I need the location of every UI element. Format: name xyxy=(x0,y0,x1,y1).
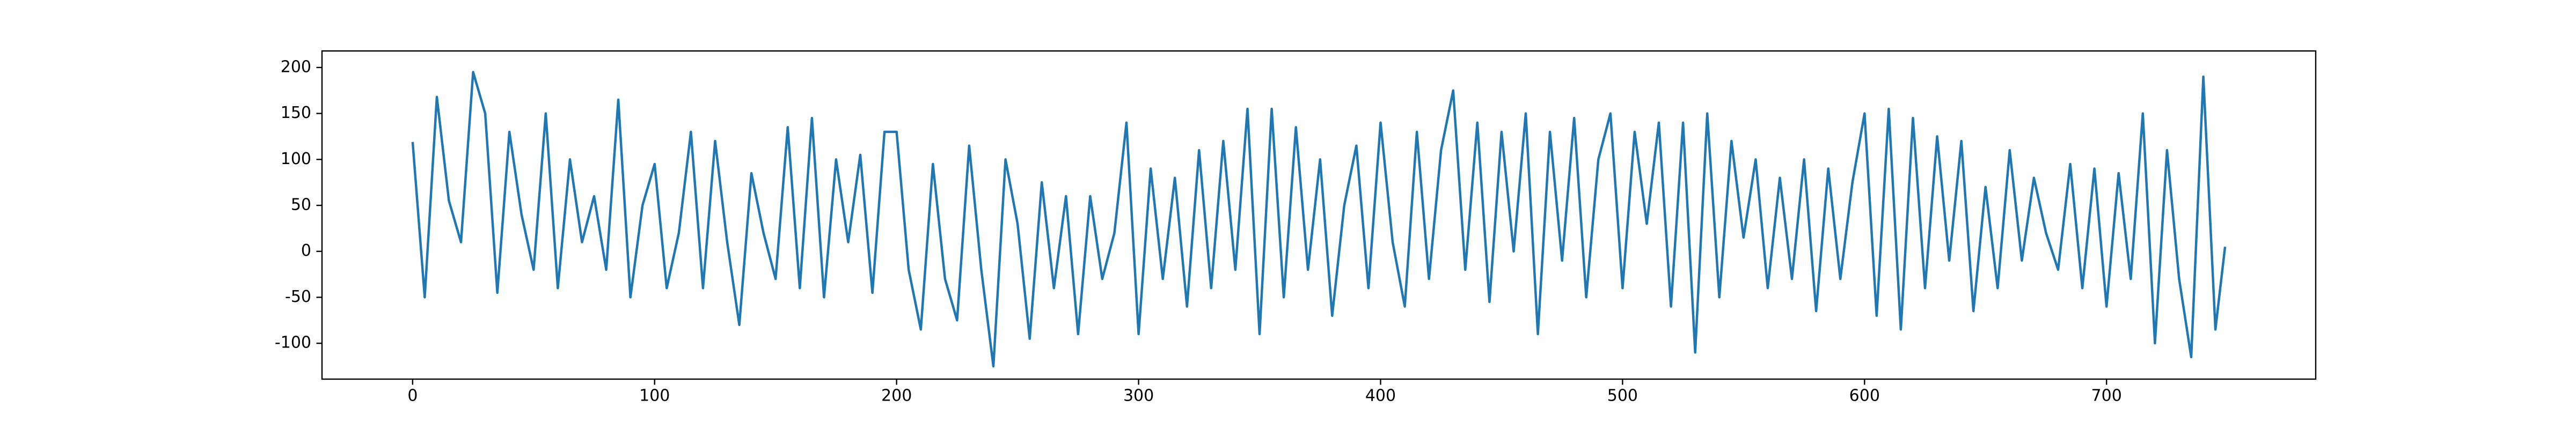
x-tick-label: 100 xyxy=(639,387,670,405)
x-tick-label: 400 xyxy=(1365,387,1396,405)
x-tick-label: 600 xyxy=(1849,387,1880,405)
y-tick-label: 100 xyxy=(281,150,311,168)
y-tick-label: -50 xyxy=(285,287,311,306)
x-tick-label: 700 xyxy=(2091,387,2122,405)
x-tick-label: 300 xyxy=(1123,387,1154,405)
x-tick-label: 500 xyxy=(1607,387,1638,405)
y-tick-label: 200 xyxy=(281,57,311,76)
y-tick-label: 150 xyxy=(281,103,311,122)
data-line xyxy=(411,71,2227,368)
x-tick-label: 0 xyxy=(407,387,418,405)
y-tick-label: 50 xyxy=(291,196,311,214)
y-tick-label: 0 xyxy=(301,241,311,260)
plot-frame xyxy=(321,50,2317,380)
x-tick-label: 200 xyxy=(881,387,912,405)
y-tick-label: -100 xyxy=(275,334,311,352)
